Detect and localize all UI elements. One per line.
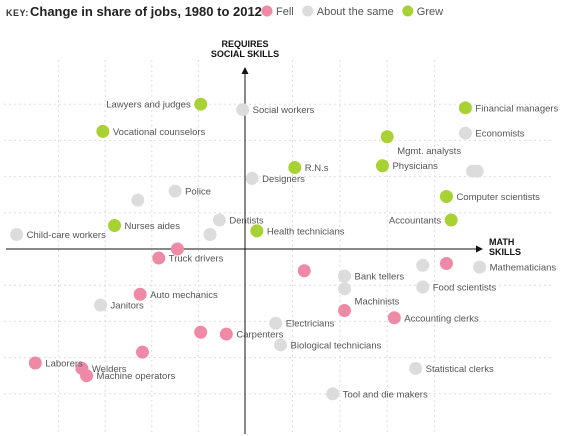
data-point bbox=[168, 184, 182, 198]
point-label: Machinists bbox=[355, 297, 400, 308]
legend-label-grew: Grew bbox=[417, 6, 443, 18]
data-point bbox=[194, 97, 208, 111]
point-label: Machine operators bbox=[97, 371, 176, 382]
point-label: Accountants bbox=[389, 216, 442, 227]
data-point bbox=[94, 298, 108, 312]
data-point bbox=[338, 282, 352, 296]
data-point bbox=[245, 171, 259, 185]
point-label: Lawyers and judges bbox=[106, 100, 191, 111]
data-point bbox=[387, 311, 401, 325]
point-label: Auto mechanics bbox=[150, 290, 218, 301]
data-point bbox=[152, 251, 166, 265]
data-point bbox=[338, 269, 352, 283]
legend-swatch-grew bbox=[402, 5, 414, 17]
data-point bbox=[473, 260, 487, 274]
point-label: Accounting clerks bbox=[404, 313, 479, 324]
data-point bbox=[375, 159, 389, 173]
legend-label-same: About the same bbox=[317, 6, 394, 18]
point-label: Janitors bbox=[111, 301, 145, 312]
point-label: Tool and die makers bbox=[343, 389, 428, 400]
point-label: Designers bbox=[262, 174, 305, 185]
legend-swatch-same bbox=[302, 5, 314, 17]
data-point bbox=[274, 338, 288, 352]
data-point bbox=[470, 164, 484, 178]
point-label: Nurses aides bbox=[125, 221, 181, 232]
point-label: Financial managers bbox=[475, 103, 558, 114]
y-axis-title: SOCIAL SKILLS bbox=[211, 49, 279, 59]
data-points bbox=[10, 97, 487, 401]
point-label: Mathematicians bbox=[490, 263, 557, 274]
point-label: Statistical clerks bbox=[426, 364, 494, 375]
data-point bbox=[439, 256, 453, 270]
point-label: Health technicians bbox=[267, 226, 345, 237]
point-label: R.N.s bbox=[305, 163, 329, 174]
point-label: Vocational counselors bbox=[113, 127, 206, 138]
x-axis-title: SKILLS bbox=[489, 247, 521, 257]
point-label: Dentists bbox=[229, 216, 264, 227]
point-label: Carpenters bbox=[236, 330, 283, 341]
data-point bbox=[416, 258, 430, 272]
point-label: Biological technicians bbox=[291, 340, 382, 351]
data-point bbox=[326, 387, 340, 401]
point-label: Economists bbox=[475, 129, 524, 140]
data-point bbox=[444, 213, 458, 227]
data-point bbox=[212, 213, 226, 227]
point-label: Electricians bbox=[286, 319, 335, 330]
data-point bbox=[108, 218, 122, 232]
point-label: Mgmt. analysts bbox=[397, 146, 461, 157]
legend-label-fell: Fell bbox=[276, 6, 294, 18]
legend-swatch-fell bbox=[261, 5, 273, 17]
data-point bbox=[380, 130, 394, 144]
data-point bbox=[269, 316, 283, 330]
x-axis-title: MATH bbox=[489, 237, 514, 247]
chart-header: KEY: Change in share of jobs, 1980 to 20… bbox=[6, 4, 262, 19]
data-point bbox=[458, 101, 472, 115]
data-point bbox=[135, 345, 149, 359]
data-point bbox=[458, 126, 472, 140]
point-label: Police bbox=[185, 187, 211, 198]
data-point bbox=[10, 228, 24, 242]
data-point bbox=[416, 280, 430, 294]
data-labels: Lawyers and judges Social workers Vocation… bbox=[27, 100, 559, 401]
point-label: Food scientists bbox=[433, 283, 497, 294]
data-point bbox=[219, 327, 233, 341]
data-point bbox=[170, 242, 184, 256]
legend: Fell About the same Grew bbox=[261, 5, 443, 18]
point-label: Social workers bbox=[253, 105, 315, 116]
data-point bbox=[131, 193, 145, 207]
data-point bbox=[297, 264, 311, 278]
chart-title: Change in share of jobs, 1980 to 2012 bbox=[30, 4, 262, 19]
data-point bbox=[96, 124, 110, 138]
point-label: Truck drivers bbox=[169, 254, 224, 265]
point-label: Computer scientists bbox=[456, 192, 540, 203]
point-label: Laborers bbox=[45, 359, 83, 370]
x-axis-arrow bbox=[476, 245, 483, 253]
data-point bbox=[80, 369, 94, 383]
data-point bbox=[28, 356, 42, 370]
data-point bbox=[133, 287, 147, 301]
point-label: Physicians bbox=[392, 161, 438, 172]
data-point bbox=[194, 325, 208, 339]
key-label: KEY: bbox=[6, 8, 29, 18]
data-point bbox=[439, 190, 453, 204]
y-axis-title: REQUIRES bbox=[221, 39, 268, 49]
data-point bbox=[236, 103, 250, 117]
point-label: Child-care workers bbox=[27, 230, 106, 241]
data-point bbox=[409, 361, 423, 375]
data-point bbox=[250, 224, 264, 238]
point-label: Welders bbox=[92, 364, 127, 375]
point-label: Bank tellers bbox=[355, 272, 405, 283]
y-axis-arrow bbox=[241, 67, 249, 74]
grid-lines bbox=[4, 60, 552, 434]
data-point bbox=[338, 304, 352, 318]
data-point bbox=[203, 228, 217, 242]
data-point bbox=[288, 161, 302, 175]
